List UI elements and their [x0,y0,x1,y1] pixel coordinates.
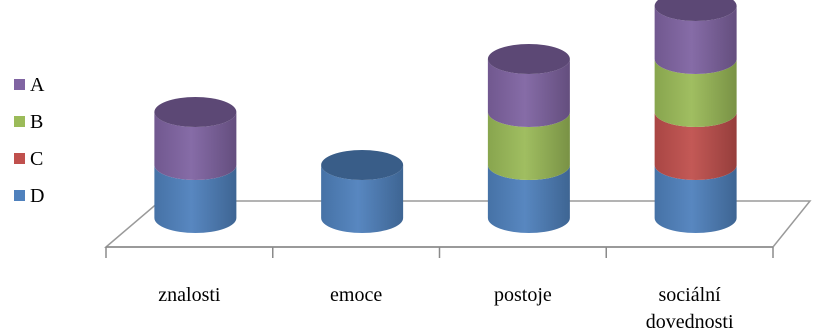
bar-segment-D [654,165,737,233]
bar-segment-C [654,112,737,181]
legend-swatch-D [14,190,25,201]
bar-segment-D [154,165,237,233]
bar-segment-B [654,59,737,128]
bar-top-cap [321,150,404,180]
chart-floor [103,200,812,258]
legend-label-D: D [30,185,44,207]
x-axis-labels: znalosti emoce postoje sociální dovednosti [158,284,734,331]
legend-swatch-C [14,153,25,164]
bar-segment-D [321,165,404,233]
x-tick-label: sociální dovednosti [646,284,734,331]
bar-segment-A [654,6,737,74]
legend-swatch-A [14,79,25,90]
x-tick-label: postoje [494,284,552,306]
bar-segment-D [487,165,570,233]
bar-top-cap [154,97,237,127]
bar-segment-B [487,112,570,180]
x-tick-label: znalosti [158,284,221,306]
chart-bars [154,0,737,233]
bar-top-cap [487,44,570,74]
legend-label-A: A [30,74,45,96]
legend-swatch-B [14,116,25,127]
bar-segment-A [487,59,570,127]
legend-label-B: B [30,111,43,133]
legend-label-C: C [30,148,43,170]
bar-segment-A [154,112,237,180]
x-tick-label: emoce [330,284,382,306]
bar-top-cap [654,0,737,21]
